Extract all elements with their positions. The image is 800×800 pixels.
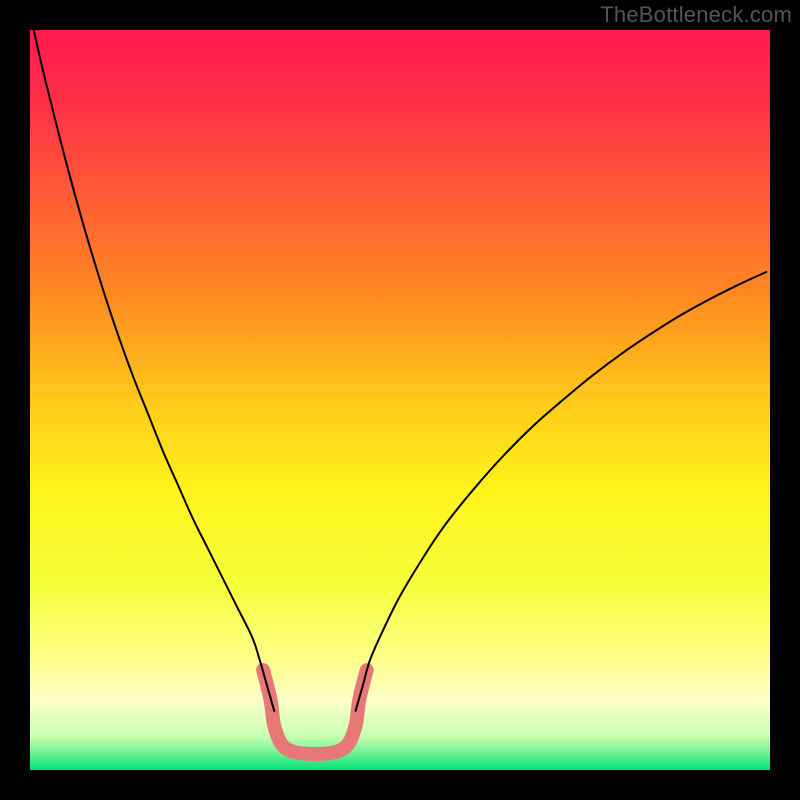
plot-area [30, 30, 770, 770]
bottleneck-curve-chart [30, 30, 770, 770]
chart-frame: TheBottleneck.com [0, 0, 800, 800]
watermark-text: TheBottleneck.com [600, 2, 792, 28]
gradient-background [30, 30, 770, 770]
